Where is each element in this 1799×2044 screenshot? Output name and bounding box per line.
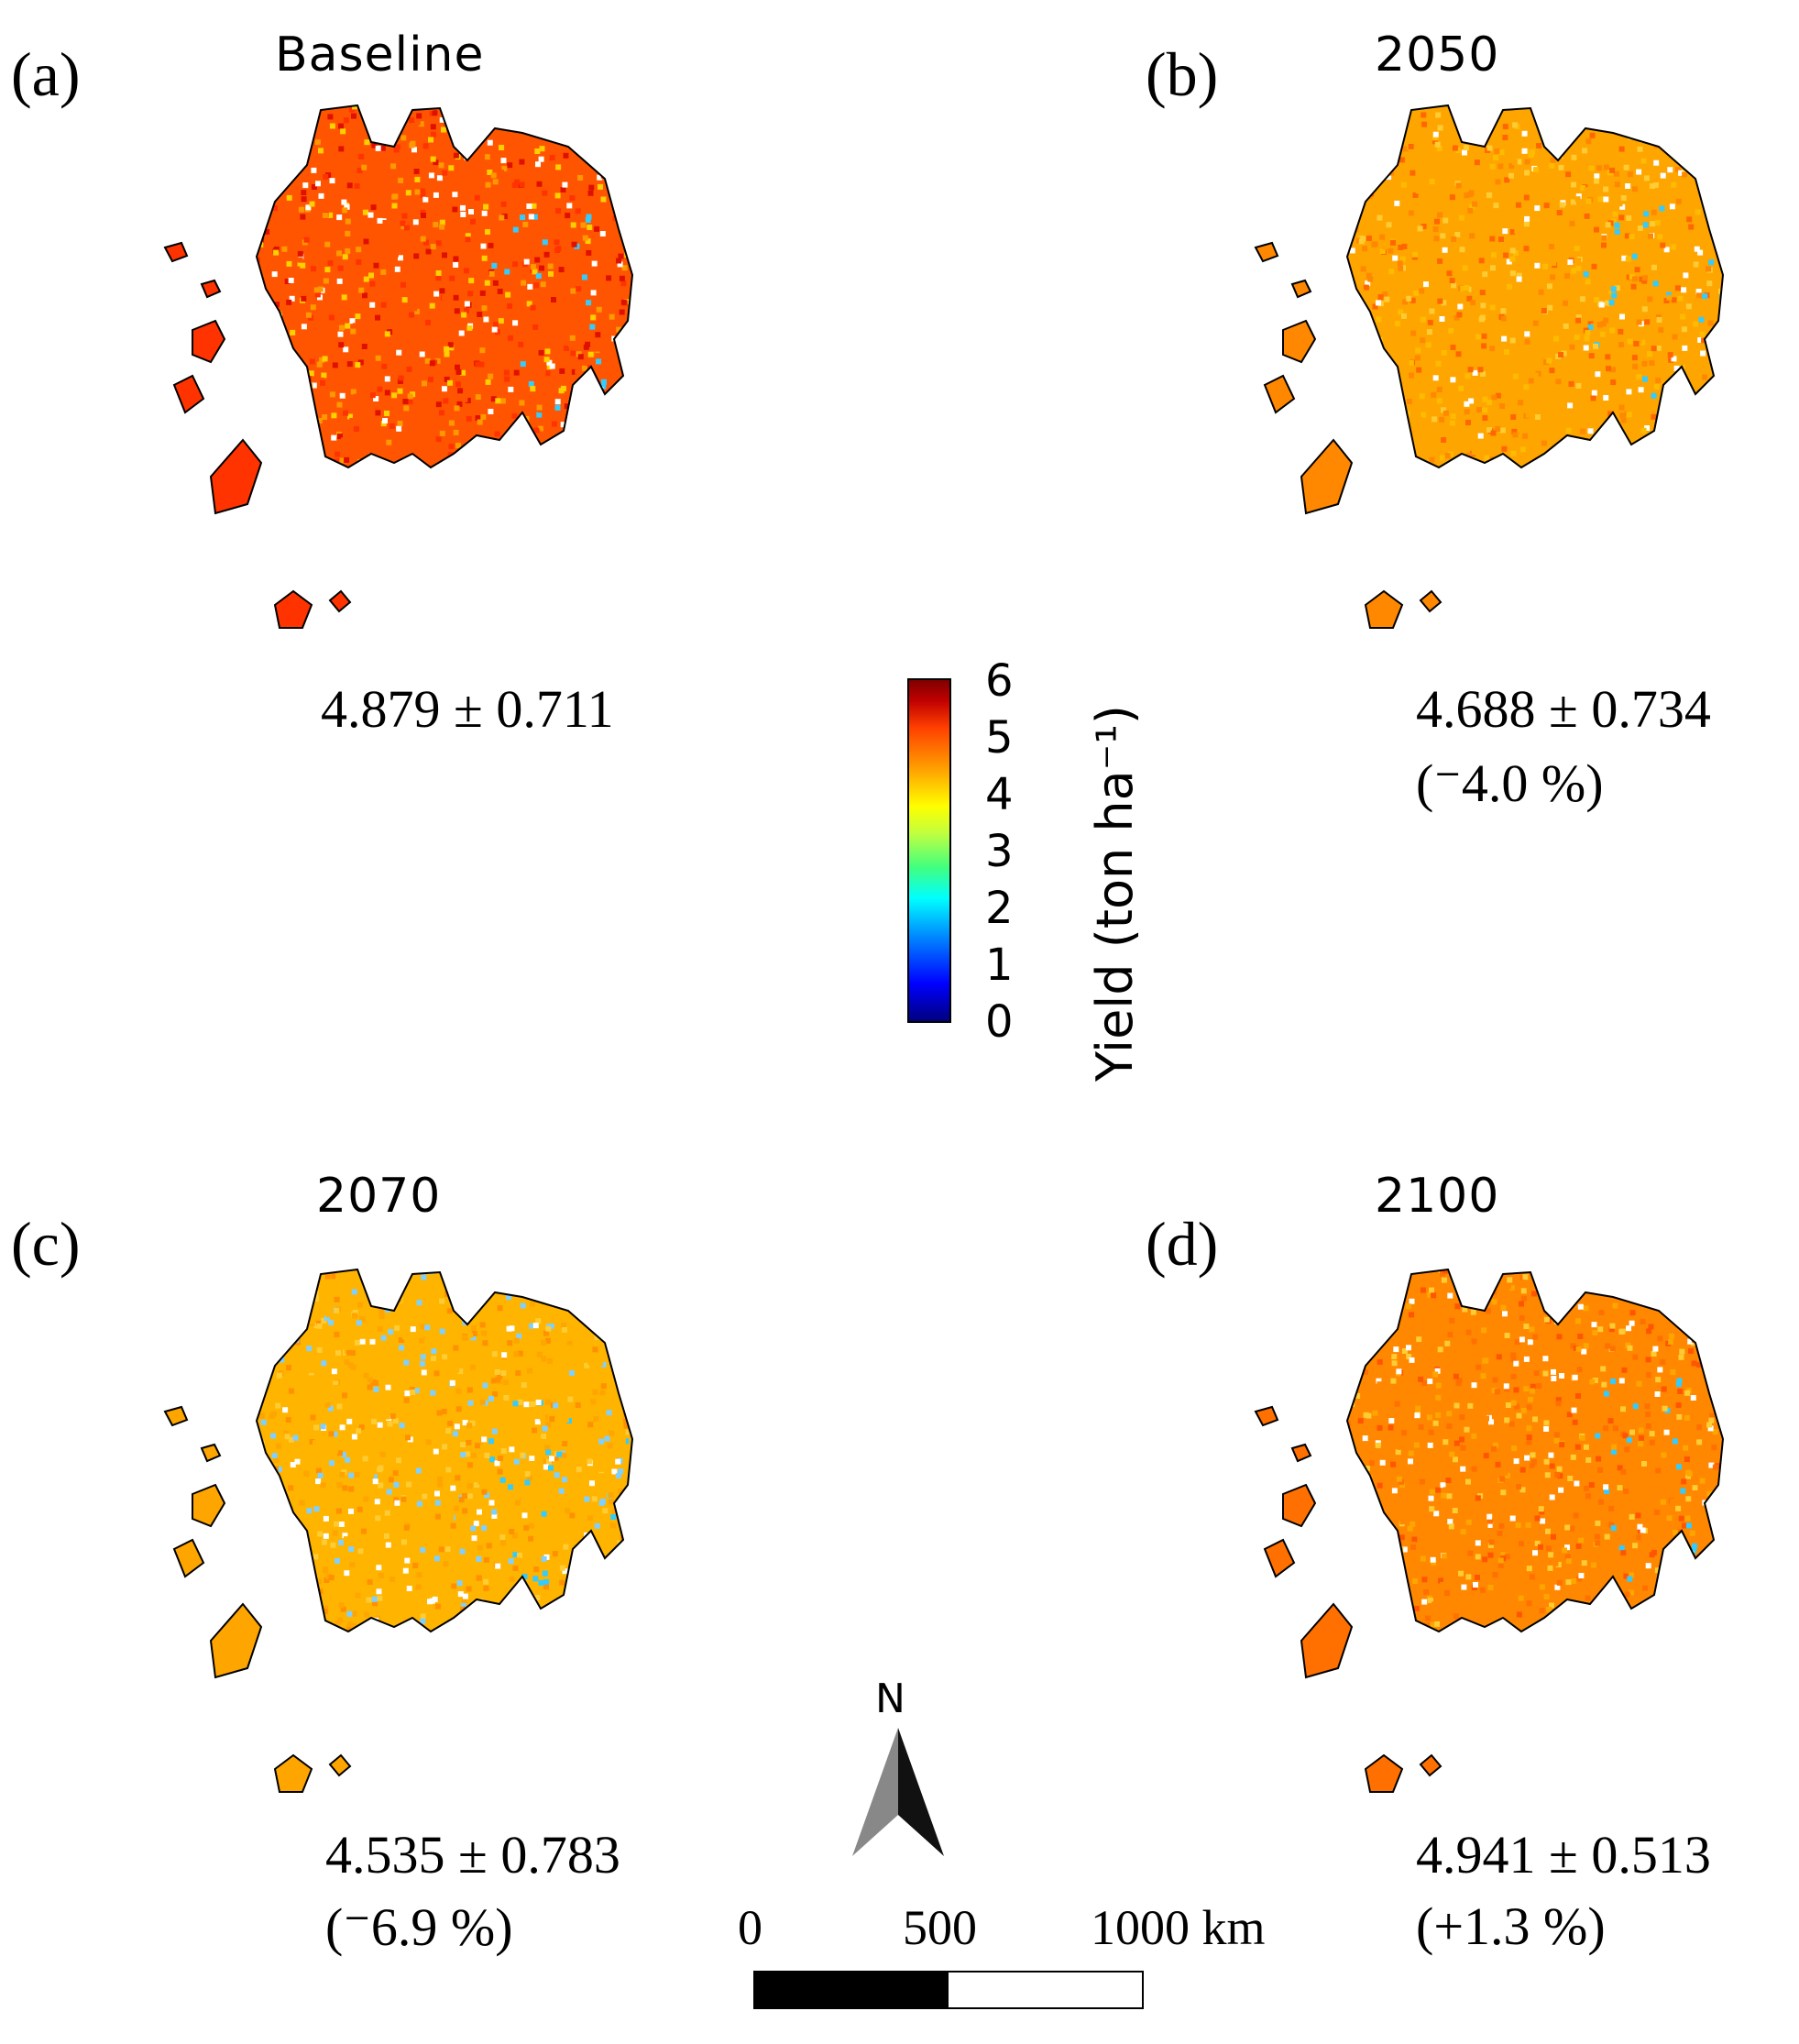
panel-b-change: (⁻4.0 %) [1416,753,1604,813]
colorbar-tick-5: 5 [985,712,1014,764]
colorbar [907,678,951,1023]
map-2070 [163,1268,634,1793]
scalebar [753,1971,1144,2009]
colorbar-tick-2: 2 [985,883,1014,934]
panel-b-letter: (b) [1146,39,1219,109]
panel-d-title: 2100 [1375,1169,1500,1224]
map-baseline [163,104,634,629]
colorbar-tick-4: 4 [985,769,1014,820]
panel-d-stat: 4.941 ± 0.513 [1416,1825,1711,1885]
scalebar-label-0: 0 [738,1900,762,1955]
panel-a-stat: 4.879 ± 0.711 [321,679,614,739]
panel-a-letter: (a) [11,39,81,109]
colorbar-tick-6: 6 [985,655,1014,707]
north-label: N [875,1676,905,1722]
panel-c-letter: (c) [11,1209,81,1279]
panel-c-stat: 4.535 ± 0.783 [325,1825,620,1885]
panel-d-letter: (d) [1146,1209,1219,1279]
colorbar-tick-1: 1 [985,940,1014,991]
panel-b-stat: 4.688 ± 0.734 [1416,679,1711,739]
scalebar-label-500: 500 [903,1900,977,1955]
panel-a-title: Baseline [275,27,485,82]
colorbar-tick-3: 3 [985,826,1014,877]
panel-c-change: (⁻6.9 %) [325,1897,513,1957]
map-2050 [1254,104,1725,629]
panel-c-title: 2070 [316,1169,442,1224]
panel-d-change: (+1.3 %) [1416,1896,1606,1956]
panel-b-title: 2050 [1375,27,1500,82]
map-2100 [1254,1268,1725,1793]
colorbar-title: Yield (ton ha⁻¹) [1086,705,1144,1082]
colorbar-tick-0: 0 [985,996,1014,1048]
scalebar-label-1000: 1000 km [1091,1900,1266,1955]
north-arrow-icon [852,1728,944,1856]
